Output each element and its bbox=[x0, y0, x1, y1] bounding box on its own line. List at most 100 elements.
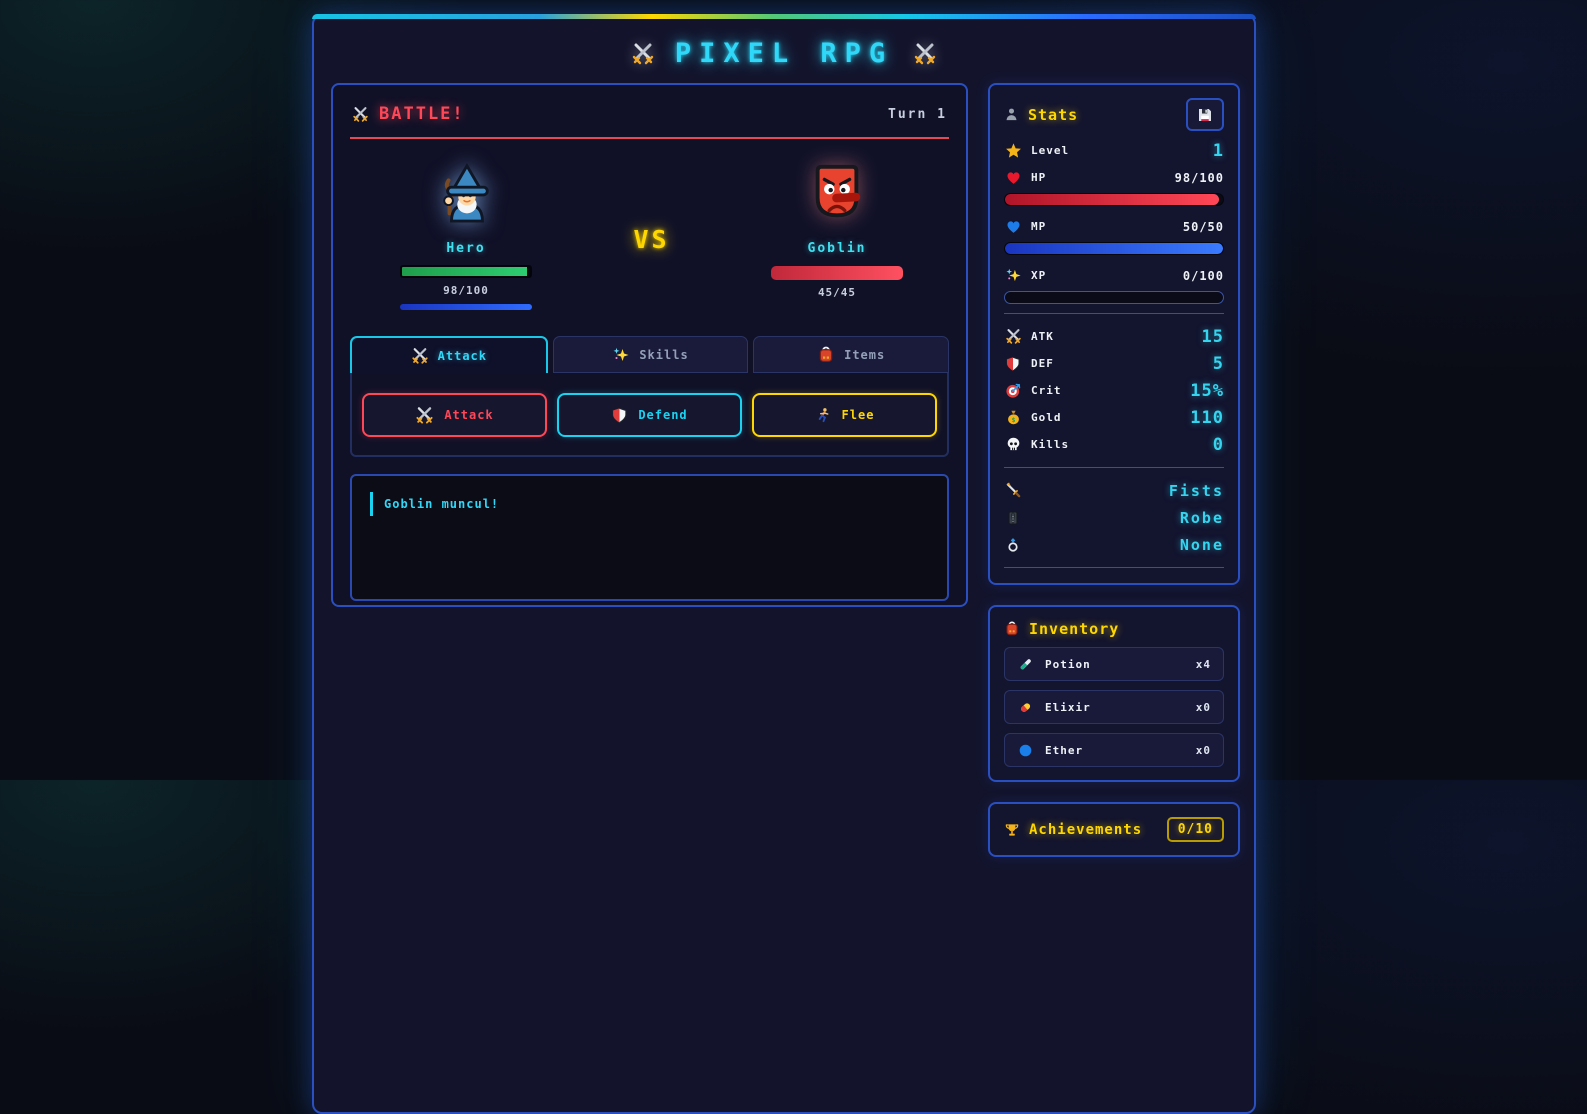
battle-header: BATTLE! Turn 1 bbox=[350, 100, 949, 139]
attack-button-label: Attack bbox=[444, 408, 494, 422]
tab-label: Skills bbox=[639, 347, 689, 362]
blue-circle-icon bbox=[1017, 742, 1034, 759]
item-count: x0 bbox=[1195, 743, 1211, 757]
money-bag-icon: $ bbox=[1004, 409, 1022, 426]
tab-attack[interactable]: Attack bbox=[350, 336, 548, 373]
tab-label: Items bbox=[844, 347, 886, 362]
battle-title: BATTLE! bbox=[379, 104, 465, 124]
accessory-row: None bbox=[1004, 531, 1224, 558]
main-container: PIXEL RPG BATTLE! Turn 1 bbox=[312, 14, 1256, 1114]
atk-value: 15 bbox=[1201, 326, 1224, 347]
inventory-item-potion[interactable]: Potion x4 bbox=[1004, 647, 1224, 681]
hero-hp-bar bbox=[400, 265, 532, 278]
inventory-item-ether[interactable]: Ether x0 bbox=[1004, 733, 1224, 767]
goblin-avatar-icon bbox=[806, 161, 868, 227]
battle-panel: BATTLE! Turn 1 bbox=[331, 83, 968, 607]
enemy-name: Goblin bbox=[807, 241, 867, 256]
attack-button[interactable]: Attack bbox=[362, 393, 547, 437]
enemy-hp-bar bbox=[771, 266, 903, 280]
sparkles-icon bbox=[612, 346, 630, 364]
svg-text:$: $ bbox=[1011, 416, 1015, 424]
gold-value: 110 bbox=[1190, 407, 1224, 428]
blue-heart-icon bbox=[1004, 218, 1022, 235]
defend-button[interactable]: Defend bbox=[557, 393, 742, 437]
coat-icon bbox=[1004, 510, 1022, 526]
dagger-icon bbox=[1004, 482, 1022, 499]
stats-title: Stats bbox=[1028, 105, 1079, 124]
shield-icon bbox=[1004, 356, 1022, 372]
weapon-row: Fists bbox=[1004, 477, 1224, 504]
achievements-panel: Achievements 0/10 bbox=[988, 802, 1240, 857]
floppy-icon bbox=[1199, 108, 1211, 121]
tab-skills[interactable]: Skills bbox=[552, 336, 749, 373]
tab-items[interactable]: Items bbox=[753, 336, 950, 373]
item-count: x4 bbox=[1195, 657, 1211, 671]
save-button[interactable] bbox=[1186, 98, 1224, 131]
flee-button-label: Flee bbox=[841, 408, 875, 422]
wizard-avatar-icon bbox=[435, 161, 497, 227]
divider bbox=[1004, 467, 1224, 468]
vs-label: VS bbox=[633, 225, 670, 254]
mp-row: MP 50/50 bbox=[1004, 213, 1224, 240]
mp-progress-bar bbox=[1004, 242, 1224, 255]
mp-value: 50/50 bbox=[1182, 219, 1224, 234]
atk-row: ATK 15 bbox=[1004, 323, 1224, 350]
battle-log: Goblin muncul! bbox=[350, 474, 949, 601]
stats-panel: Stats Level 1 HP bbox=[988, 83, 1240, 585]
tab-label: Attack bbox=[437, 348, 488, 363]
tab-content: Attack Defend Flee bbox=[350, 373, 949, 457]
level-row: Level 1 bbox=[1004, 137, 1224, 164]
crit-value: 15% bbox=[1190, 380, 1224, 401]
target-icon bbox=[1004, 382, 1022, 399]
def-row: DEF 5 bbox=[1004, 350, 1224, 377]
xp-row: XP 0/100 bbox=[1004, 262, 1224, 289]
hero-card: Hero 98/100 bbox=[400, 161, 532, 310]
hp-value: 98/100 bbox=[1174, 170, 1224, 185]
divider bbox=[1004, 567, 1224, 568]
achievements-title: Achievements bbox=[1029, 821, 1143, 838]
app-header: PIXEL RPG bbox=[314, 38, 1254, 69]
person-icon bbox=[1004, 107, 1019, 122]
level-value: 1 bbox=[1212, 140, 1224, 161]
trophy-icon bbox=[1004, 822, 1020, 838]
skull-icon bbox=[1004, 436, 1022, 453]
crossed-swords-icon bbox=[415, 406, 434, 425]
weapon-value: Fists bbox=[1168, 481, 1224, 500]
inventory-title: Inventory bbox=[1029, 620, 1120, 638]
crossed-swords-icon bbox=[1004, 328, 1022, 345]
action-tabs: Attack Skills Items bbox=[350, 336, 950, 373]
pill-icon bbox=[1017, 699, 1034, 716]
sparkles-icon bbox=[1004, 267, 1022, 284]
shield-icon bbox=[611, 407, 628, 424]
hp-progress-bar bbox=[1004, 193, 1224, 206]
hero-mp-bar bbox=[400, 304, 532, 310]
armor-row: Robe bbox=[1004, 504, 1224, 531]
kills-value: 0 bbox=[1212, 434, 1224, 455]
divider bbox=[1004, 313, 1224, 314]
inventory-item-elixir[interactable]: Elixir x0 bbox=[1004, 690, 1224, 724]
item-count: x0 bbox=[1195, 700, 1211, 714]
crossed-swords-icon bbox=[913, 42, 937, 66]
crossed-swords-icon bbox=[411, 347, 429, 365]
inventory-panel: Inventory Potion x4 Elixir x0 bbox=[988, 605, 1240, 782]
gold-row: $ Gold 110 bbox=[1004, 404, 1224, 431]
battle-log-entry: Goblin muncul! bbox=[370, 492, 929, 516]
kills-row: Kills 0 bbox=[1004, 431, 1224, 458]
hero-hp-text: 98/100 bbox=[443, 284, 489, 297]
armor-value: Robe bbox=[1179, 508, 1224, 527]
crossed-swords-icon bbox=[352, 106, 369, 123]
accessory-value: None bbox=[1179, 535, 1224, 554]
enemy-card: Goblin 45/45 bbox=[771, 161, 903, 299]
defend-button-label: Defend bbox=[638, 408, 688, 422]
flee-button[interactable]: Flee bbox=[752, 393, 937, 437]
hero-name: Hero bbox=[446, 241, 486, 256]
backpack-icon bbox=[1004, 621, 1020, 637]
achievements-progress-badge: 0/10 bbox=[1166, 817, 1224, 842]
test-tube-icon bbox=[1017, 656, 1034, 673]
hp-row: HP 98/100 bbox=[1004, 164, 1224, 191]
turn-counter: Turn 1 bbox=[888, 106, 947, 122]
xp-value: 0/100 bbox=[1182, 268, 1224, 283]
crossed-swords-icon bbox=[631, 42, 655, 66]
enemy-hp-text: 45/45 bbox=[817, 286, 857, 299]
star-icon bbox=[1004, 142, 1022, 159]
